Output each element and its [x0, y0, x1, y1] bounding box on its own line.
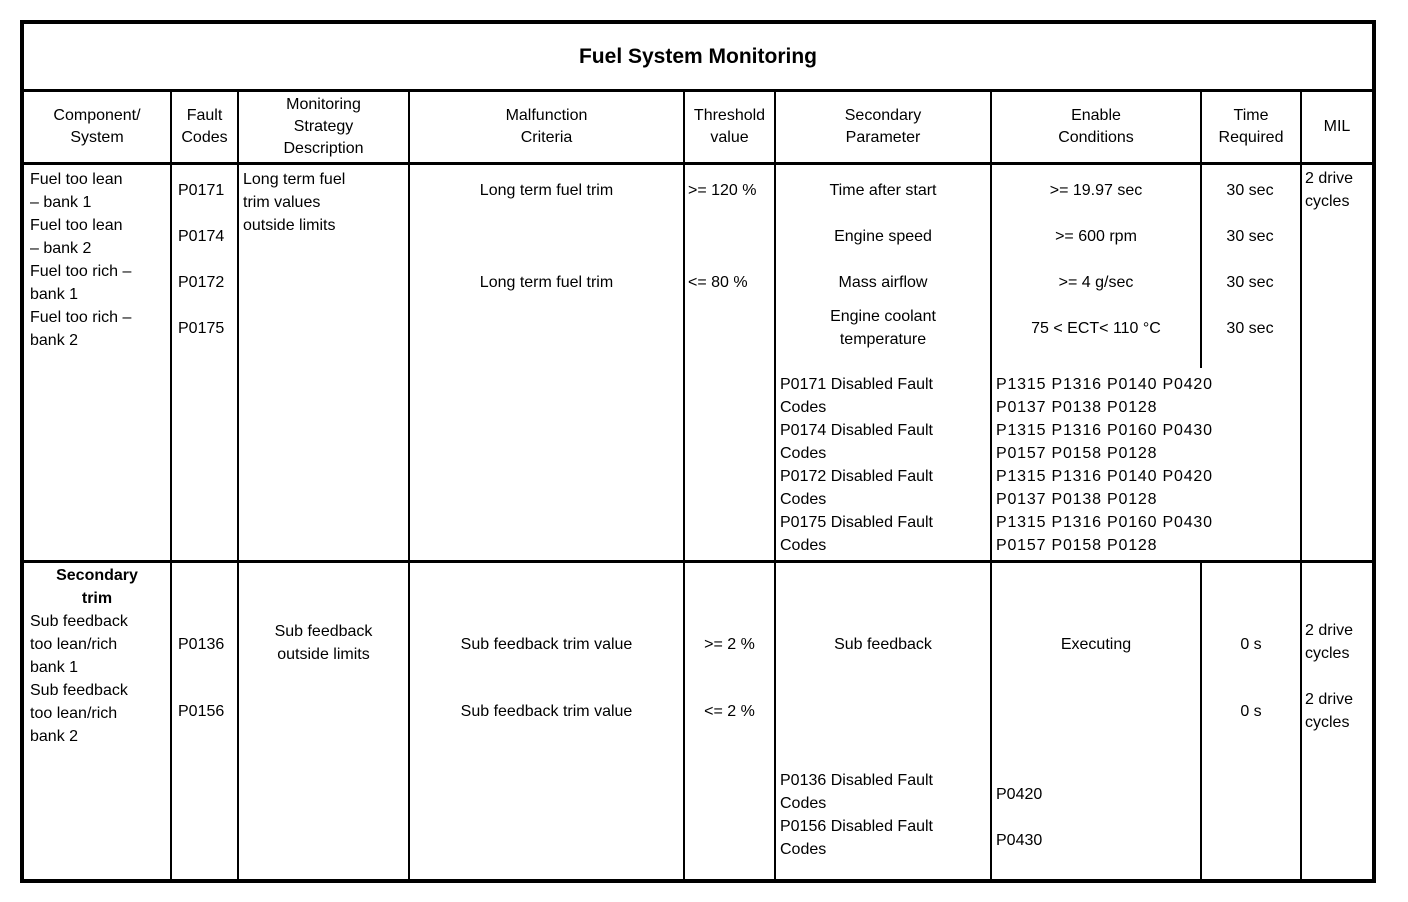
row2-mil-cell: 2 drive cycles 2 drive cycles [1300, 563, 1372, 879]
row1-component-cell: Fuel too lean – bank 1 Fuel too lean – b… [24, 165, 170, 560]
time-required-value: 30 sec [1226, 182, 1274, 199]
component-item: Sub feedback too lean/rich bank 1 [30, 613, 128, 676]
mil-value: 2 drive cycles [1305, 691, 1354, 731]
row2-fault-codes-cell: P0136 P0156 [170, 563, 237, 879]
component-item: Fuel too lean – bank 1 [30, 171, 123, 211]
enable-condition: >= 19.97 sec [1049, 182, 1143, 199]
row2-threshold-cell: >= 2 % <= 2 % [683, 563, 774, 879]
mil-value: 2 drive cycles [1305, 170, 1354, 210]
threshold-value: >= 2 % [704, 636, 755, 653]
enable-condition: >= 600 rpm [1055, 228, 1137, 245]
row1-malfunction-criteria-cell: Long term fuel trim Long term fuel trim [408, 165, 683, 560]
row2-secondary-parameter-cell: Sub feedback P0136 Disabled Fault Codes … [774, 563, 990, 879]
fault-code: P0174 [178, 228, 225, 245]
disabled-fault-code-labels: P0136 Disabled Fault Codes P0156 Disable… [780, 772, 933, 858]
table-header-row: Component/ System Fault Codes Monitoring… [24, 92, 1372, 165]
row2-monitoring-strategy-cell: Sub feedback outside limits [237, 563, 408, 879]
malfunction-criteria-text: Sub feedback trim value [460, 703, 633, 720]
fault-code: P0156 [178, 703, 225, 720]
threshold-value: <= 2 % [704, 703, 755, 720]
secondary-parameter: Engine speed [834, 228, 932, 245]
time-required-value: 0 s [1240, 636, 1262, 653]
row2-malfunction-criteria-cell: Sub feedback trim value Sub feedback tri… [408, 563, 683, 879]
component-item: Fuel too rich – bank 2 [30, 309, 132, 349]
fault-code: P0136 [178, 636, 225, 653]
row2-component-cell: Secondary trim Sub feedback too lean/ric… [24, 563, 170, 879]
column-header-monitoring-strategy: Monitoring Strategy Description [237, 92, 408, 162]
row1-secondary-parameter-cell: Time after start Engine speed Mass airfl… [774, 165, 990, 560]
component-item: Sub feedback too lean/rich bank 2 [30, 682, 128, 745]
section-heading: Secondary trim [56, 567, 138, 607]
fault-code: P0171 [178, 182, 225, 199]
threshold-value: >= 120 % [688, 182, 757, 199]
column-header-enable-conditions: Enable Conditions [990, 92, 1200, 162]
disabled-fault-code-values: P0430 [996, 832, 1043, 849]
time-required-value: 30 sec [1226, 274, 1274, 291]
secondary-parameter: Mass airflow [838, 274, 928, 291]
disabled-fault-code-values: P1315 P1316 P0140 P0420 P0137 P0138 P012… [996, 376, 1213, 554]
row1-threshold-cell: >= 120 % <= 80 % [683, 165, 774, 560]
fuel-system-monitoring-table: Fuel System Monitoring Component/ System… [20, 20, 1376, 883]
component-list: Secondary trim Sub feedback too lean/ric… [24, 563, 170, 748]
mil-value: 2 drive cycles [1305, 622, 1354, 662]
malfunction-criteria-text: Long term fuel trim [479, 274, 614, 291]
row1-enable-conditions-cell: >= 19.97 sec >= 600 rpm >= 4 g/sec 75 < … [990, 165, 1212, 560]
disabled-fault-code-labels: P0171 Disabled Fault Codes P0174 Disable… [780, 376, 933, 554]
column-header-time-required: Time Required [1200, 92, 1300, 162]
column-header-component-system: Component/ System [53, 107, 141, 146]
row2-enable-conditions-cell: Executing P0420 P0430 [990, 563, 1200, 879]
component-list: Fuel too lean – bank 1 Fuel too lean – b… [24, 165, 170, 352]
disabled-fault-code-values: P0420 [996, 786, 1043, 803]
row1-monitoring-strategy-cell: Long term fuel trim values outside limit… [237, 165, 408, 560]
monitoring-strategy-text: Sub feedback outside limits [274, 623, 373, 663]
column-header-malfunction-criteria: Malfunction Criteria [408, 92, 683, 162]
fault-code: P0175 [178, 320, 225, 337]
enable-condition: Executing [1060, 636, 1132, 653]
threshold-value: <= 80 % [688, 274, 748, 291]
row1-time-required-cell: 30 sec 30 sec 30 sec 30 sec [1200, 165, 1300, 560]
column-header-mil: MIL [1300, 92, 1372, 162]
time-required-value: 0 s [1240, 703, 1262, 720]
row-fuel-trim-monitoring: Fuel too lean – bank 1 Fuel too lean – b… [24, 165, 1372, 563]
column-header-secondary-parameter: Secondary Parameter [774, 92, 990, 162]
malfunction-criteria-text: Long term fuel trim [479, 182, 614, 199]
row2-time-required-cell: 0 s 0 s [1200, 563, 1300, 879]
secondary-parameter: Engine coolant temperature [830, 308, 936, 348]
column-header-fault-codes: Fault Codes [170, 92, 237, 162]
enable-condition: >= 4 g/sec [1058, 274, 1134, 291]
malfunction-criteria-text: Sub feedback trim value [460, 636, 633, 653]
secondary-parameter: Sub feedback [834, 636, 932, 653]
row1-fault-codes-cell: P0171 P0174 P0172 P0175 [170, 165, 237, 560]
component-item: Fuel too rich – bank 1 [30, 263, 132, 303]
column-header-threshold-value: Threshold value [683, 92, 774, 162]
time-required-value: 30 sec [1226, 228, 1274, 245]
row-secondary-trim: Secondary trim Sub feedback too lean/ric… [24, 563, 1372, 879]
component-item: Fuel too lean – bank 2 [30, 217, 123, 257]
monitoring-strategy-text: Long term fuel trim values outside limit… [243, 171, 346, 234]
table-title: Fuel System Monitoring [24, 24, 1372, 92]
secondary-parameter: Time after start [829, 182, 937, 199]
row1-mil-cell: 2 drive cycles [1300, 165, 1372, 560]
time-required-value: 30 sec [1226, 320, 1274, 337]
fault-code: P0172 [178, 274, 225, 291]
enable-condition: 75 < ECT< 110 °C [1031, 320, 1161, 337]
